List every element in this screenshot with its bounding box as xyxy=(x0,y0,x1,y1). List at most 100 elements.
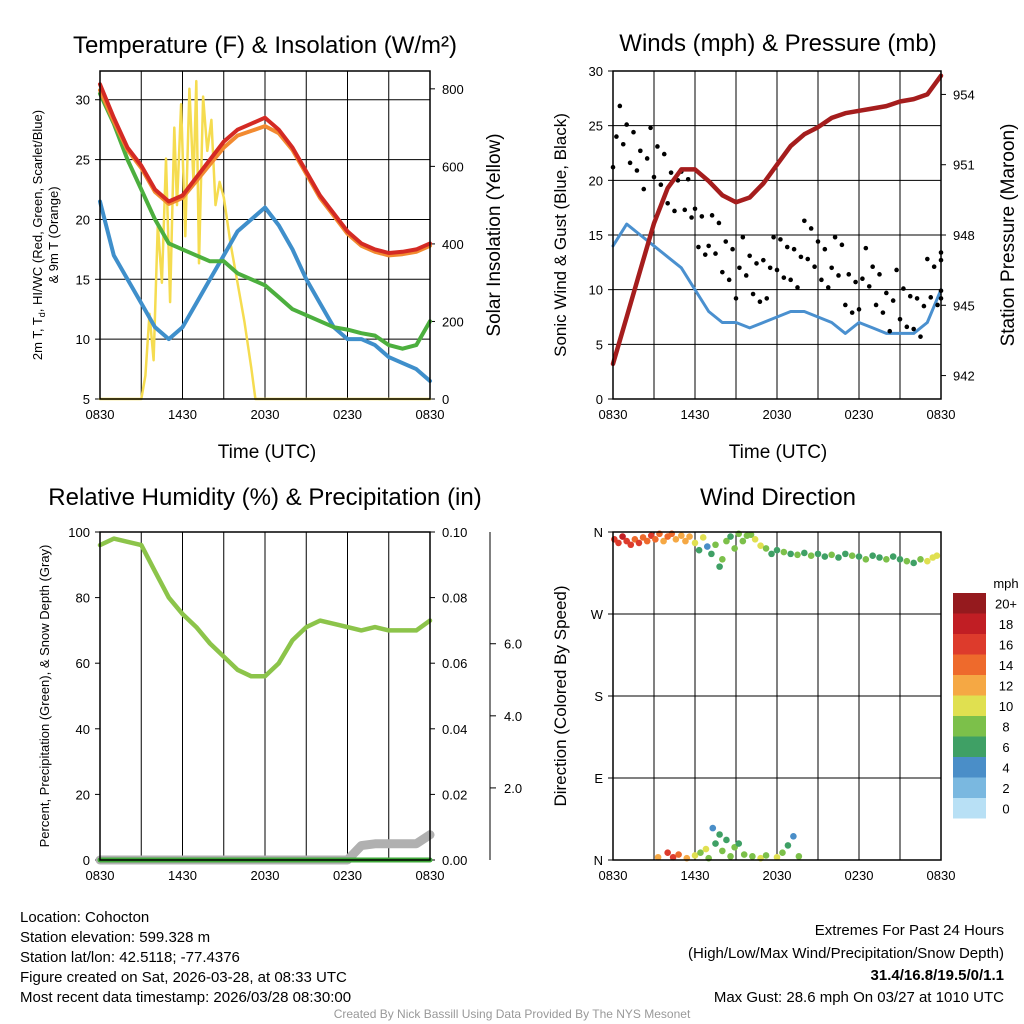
temp-y-tick-label: 25 xyxy=(76,153,90,168)
gust-point xyxy=(634,168,640,173)
rh-x-tick-label: 0830 xyxy=(416,868,445,883)
rh-y-tick-label: 60 xyxy=(76,656,90,671)
rh-y-tick-label: 40 xyxy=(76,722,90,737)
gust-point xyxy=(620,141,626,147)
wind-y-tick-label: 10 xyxy=(589,283,603,298)
insolation-y-label: Solar Insolation (Yellow) xyxy=(484,133,505,336)
wind-y-tick-label: 0 xyxy=(596,392,603,407)
direction-point xyxy=(835,554,842,561)
gust-point xyxy=(921,303,927,309)
colorbar-label: 6 xyxy=(1002,740,1009,755)
direction-y-tick-label: E xyxy=(594,771,603,786)
direction-point xyxy=(740,851,748,858)
series-td-line xyxy=(98,91,432,351)
temp-y-tick-label: 10 xyxy=(76,332,90,347)
gust-point xyxy=(880,310,886,315)
gust-point xyxy=(812,264,817,270)
direction-x-tick-label: 1430 xyxy=(681,868,710,883)
gust-point xyxy=(682,207,688,213)
gust-point xyxy=(925,256,930,262)
pressure-y-tick-label: 942 xyxy=(953,369,975,384)
pressure-y-tick-label: 954 xyxy=(953,87,975,102)
colorbar-label: 18 xyxy=(999,617,1013,632)
insolation-y-tick-label: 0 xyxy=(442,392,449,407)
direction-point xyxy=(723,537,730,545)
pressure-y-label: Station Pressure (Maroon) xyxy=(998,124,1019,347)
pressure-y-tick-label: 951 xyxy=(953,158,975,173)
gust-point xyxy=(696,244,701,250)
colorbar-swatch xyxy=(953,716,986,737)
direction-point xyxy=(917,556,924,563)
gust-point xyxy=(815,239,821,244)
gust-point xyxy=(866,284,872,289)
extremes-title: Extremes For Past 24 Hours xyxy=(815,922,1004,939)
temp-x-tick-label: 0230 xyxy=(333,407,362,422)
gust-point xyxy=(798,254,804,260)
direction-y-tick-label: W xyxy=(591,607,604,622)
colorbar-label: 10 xyxy=(999,699,1013,714)
gust-point xyxy=(644,156,650,161)
gust-point xyxy=(802,218,807,224)
snow-y-tick-label: 4.0 xyxy=(504,709,522,724)
direction-y-tick-label: S xyxy=(594,689,603,704)
wind-y-tick-label: 30 xyxy=(589,64,603,79)
direction-point xyxy=(708,550,715,558)
snow-y-tick-label: 2.0 xyxy=(504,781,522,796)
colorbar-label: 0 xyxy=(1002,801,1009,816)
direction-point xyxy=(678,532,685,539)
insolation-y-tick-label: 200 xyxy=(442,314,464,329)
wind-x-tick-label: 0830 xyxy=(927,407,956,422)
direction-point xyxy=(709,824,717,832)
gust-point xyxy=(863,245,869,251)
temp-x-tick-label: 2030 xyxy=(251,407,280,422)
gust-point xyxy=(935,302,940,308)
pressure-line xyxy=(610,73,944,367)
direction-point xyxy=(768,550,775,558)
temp-x-tick-label: 0830 xyxy=(416,407,445,422)
gust-point xyxy=(781,275,787,280)
direction-x-tick-label: 0230 xyxy=(845,868,874,883)
direction-point xyxy=(801,549,808,557)
gust-point xyxy=(685,176,691,182)
wind-y-label: Sonic Wind & Gust (Blue, Black) xyxy=(551,113,570,357)
wind-panel-title: Winds (mph) & Pressure (mb) xyxy=(619,30,936,57)
colorbar-label: 8 xyxy=(1002,719,1009,734)
rh-y-tick-label: 80 xyxy=(76,591,90,606)
gust-point xyxy=(911,326,916,332)
temp-y-label: 2m T, Td, HI/WC (Red, Green, Scarlet/Blu… xyxy=(30,110,47,360)
direction-point xyxy=(691,852,699,859)
wind-plot-frame xyxy=(612,70,942,400)
direction-point xyxy=(883,556,890,563)
direction-point xyxy=(739,537,747,545)
direction-point xyxy=(704,543,711,550)
footer-elevation: Station elevation: 599.328 m xyxy=(20,929,210,946)
gust-point xyxy=(774,267,780,273)
direction-point xyxy=(787,550,794,558)
direction-point xyxy=(735,840,743,847)
direction-point xyxy=(615,539,622,547)
direction-point xyxy=(876,554,883,561)
direction-point xyxy=(716,563,723,570)
direction-point xyxy=(697,849,704,857)
wind-y-tick-label: 15 xyxy=(589,228,603,243)
precip-y-tick-label: 0.00 xyxy=(442,853,467,868)
temp-y-tick-label: 5 xyxy=(83,392,90,407)
direction-plot-frame xyxy=(612,531,942,861)
direction-panel-title: Wind Direction xyxy=(700,484,856,511)
direction-point xyxy=(828,551,835,559)
gust-point xyxy=(689,215,694,220)
wind-speed-line xyxy=(611,222,943,335)
direction-point xyxy=(719,847,726,855)
direction-point xyxy=(716,831,723,838)
direction-point xyxy=(757,542,764,549)
colorbar-swatch xyxy=(953,593,986,614)
direction-point xyxy=(747,531,755,539)
gust-point xyxy=(846,272,852,277)
gust-point xyxy=(907,293,913,299)
series-hi-wc-line xyxy=(98,199,432,383)
direction-point xyxy=(635,539,643,547)
direction-point xyxy=(664,849,671,857)
direction-point xyxy=(731,545,738,552)
gust-point xyxy=(730,246,735,252)
